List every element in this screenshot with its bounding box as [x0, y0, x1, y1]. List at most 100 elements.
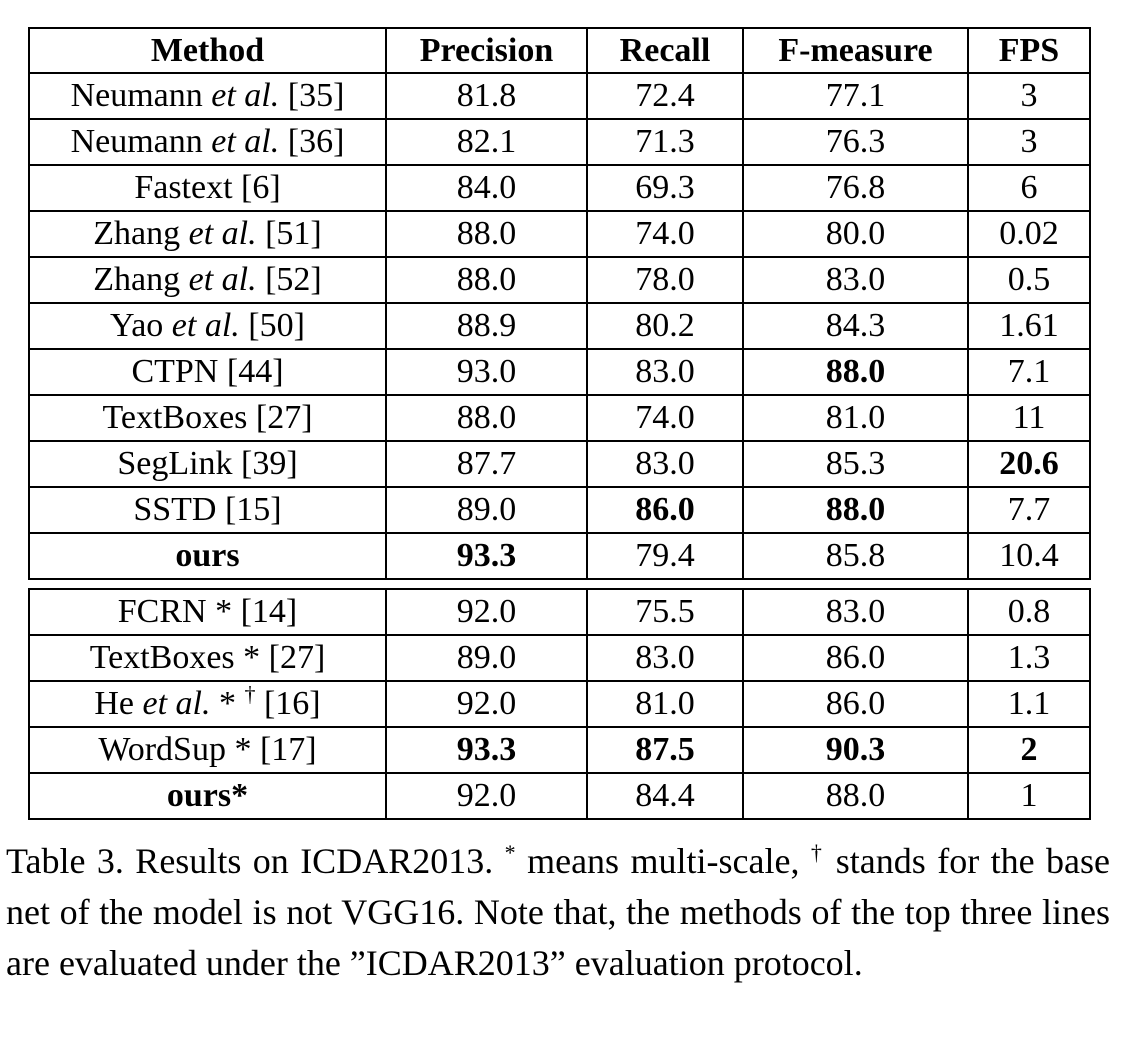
- method-ref: [17]: [259, 731, 317, 768]
- cell-recall: 74.0: [586, 211, 744, 258]
- cell-fps: 0.8: [967, 588, 1091, 636]
- method-name: Fastext: [134, 169, 233, 206]
- cell-precision: 88.0: [385, 395, 588, 442]
- header-method: Method: [28, 27, 387, 74]
- cell-recall: 78.0: [586, 257, 744, 304]
- cell-precision: 93.3: [385, 727, 588, 774]
- cell-fmeasure: 86.0: [742, 681, 969, 728]
- cell-fps: 3: [967, 119, 1091, 166]
- table-row: CTPN [44] 93.0 83.0 88.0 7.1: [28, 349, 1091, 396]
- method-name: Neumann: [70, 123, 203, 160]
- cell-fps: 3: [967, 72, 1091, 120]
- cell-method: Fastext [6]: [28, 165, 387, 212]
- cell-precision: 93.0: [385, 349, 588, 396]
- cell-precision: 89.0: [385, 487, 588, 534]
- cell-recall: 81.0: [586, 681, 744, 728]
- cell-precision: 92.0: [385, 773, 588, 820]
- cell-method: FCRN * [14]: [28, 588, 387, 636]
- caption-dagger: †: [810, 840, 825, 865]
- method-ref: [36]: [287, 123, 345, 160]
- cell-method: Zhang et al. [52]: [28, 257, 387, 304]
- table-row: Neumann et al. [36] 82.1 71.3 76.3 3: [28, 119, 1091, 166]
- method-etal: et al.: [211, 77, 280, 114]
- cell-precision: 89.0: [385, 635, 588, 682]
- method-ref: [50]: [248, 307, 305, 344]
- cell-precision: 88.0: [385, 211, 588, 258]
- cell-method: ours: [28, 533, 387, 580]
- table-row: He et al. * † [16] 92.0 81.0 86.0 1.1: [28, 681, 1091, 728]
- method-name: Zhang: [93, 261, 181, 298]
- results-table: Method Precision Recall F-measure FPS Ne…: [28, 27, 1091, 820]
- method-ref: [15]: [224, 491, 282, 528]
- cell-recall: 84.4: [586, 773, 744, 820]
- cell-method: TextBoxes [27]: [28, 395, 387, 442]
- cell-recall: 71.3: [586, 119, 744, 166]
- cell-method: Zhang et al. [51]: [28, 211, 387, 258]
- cell-fmeasure: 83.0: [742, 588, 969, 636]
- method-name: CTPN: [131, 353, 219, 390]
- method-etal: et al.: [188, 215, 257, 252]
- cell-fps: 11: [967, 395, 1091, 442]
- cell-precision: 88.0: [385, 257, 588, 304]
- table-row: Zhang et al. [52] 88.0 78.0 83.0 0.5: [28, 257, 1091, 304]
- cell-fps: 0.5: [967, 257, 1091, 304]
- table-row: TextBoxes * [27] 89.0 83.0 86.0 1.3: [28, 635, 1091, 682]
- cell-fps: 0.02: [967, 211, 1091, 258]
- cell-recall: 74.0: [586, 395, 744, 442]
- cell-fps: 2: [967, 727, 1091, 774]
- cell-fmeasure: 76.3: [742, 119, 969, 166]
- cell-precision: 92.0: [385, 588, 588, 636]
- cell-recall: 83.0: [586, 441, 744, 488]
- method-ref: [51]: [265, 215, 322, 252]
- method-multiscale-mark: *: [231, 777, 249, 814]
- cell-fps: 1.61: [967, 303, 1091, 350]
- cell-fmeasure: 85.3: [742, 441, 969, 488]
- method-ref: [52]: [265, 261, 322, 298]
- cell-precision: 92.0: [385, 681, 588, 728]
- method-ref: [14]: [240, 593, 298, 630]
- method-multiscale-mark: *: [234, 639, 261, 676]
- method-name: SSTD: [133, 491, 217, 528]
- method-ref: [6]: [241, 169, 281, 206]
- group-gap: [29, 579, 1090, 589]
- caption-part2: means multi-scale,: [515, 841, 811, 881]
- header-fmeasure: F-measure: [742, 27, 969, 74]
- method-name: Yao: [110, 307, 164, 344]
- method-etal: et al.: [142, 685, 211, 722]
- method-name: ours: [166, 777, 232, 814]
- cell-fps: 20.6: [967, 441, 1091, 488]
- cell-fmeasure: 86.0: [742, 635, 969, 682]
- cell-method: He et al. * † [16]: [28, 681, 387, 728]
- cell-precision: 84.0: [385, 165, 588, 212]
- method-name: SegLink: [117, 445, 233, 482]
- caption-star: *: [504, 840, 516, 865]
- table-row: SSTD [15] 89.0 86.0 88.0 7.7: [28, 487, 1091, 534]
- table-caption: Table 3. Results on ICDAR2013. * means m…: [6, 836, 1110, 989]
- header-row: Method Precision Recall F-measure FPS: [28, 27, 1091, 74]
- cell-method: Neumann et al. [35]: [28, 72, 387, 120]
- method-name: TextBoxes: [102, 399, 248, 436]
- cell-method: ours*: [28, 773, 387, 820]
- table-row: WordSup * [17] 93.3 87.5 90.3 2: [28, 727, 1091, 774]
- cell-fmeasure: 83.0: [742, 257, 969, 304]
- method-ref: [44]: [226, 353, 284, 390]
- cell-recall: 69.3: [586, 165, 744, 212]
- table-row: Yao et al. [50] 88.9 80.2 84.3 1.61: [28, 303, 1091, 350]
- cell-fps: 10.4: [967, 533, 1091, 580]
- method-multiscale-mark: *: [225, 731, 252, 768]
- cell-fmeasure: 88.0: [742, 349, 969, 396]
- header-fps: FPS: [967, 27, 1091, 74]
- cell-fmeasure: 76.8: [742, 165, 969, 212]
- method-etal: et al.: [211, 123, 280, 160]
- cell-recall: 87.5: [586, 727, 744, 774]
- caption-part1: Results on ICDAR2013.: [123, 841, 505, 881]
- cell-fmeasure: 90.3: [742, 727, 969, 774]
- method-ref: [39]: [241, 445, 298, 482]
- cell-fmeasure: 85.8: [742, 533, 969, 580]
- cell-fmeasure: 84.3: [742, 303, 969, 350]
- method-dagger-mark: †: [244, 681, 256, 707]
- table-row: SegLink [39] 87.7 83.0 85.3 20.6: [28, 441, 1091, 488]
- cell-method: SegLink [39]: [28, 441, 387, 488]
- method-ref: [35]: [287, 77, 345, 114]
- cell-fps: 7.1: [967, 349, 1091, 396]
